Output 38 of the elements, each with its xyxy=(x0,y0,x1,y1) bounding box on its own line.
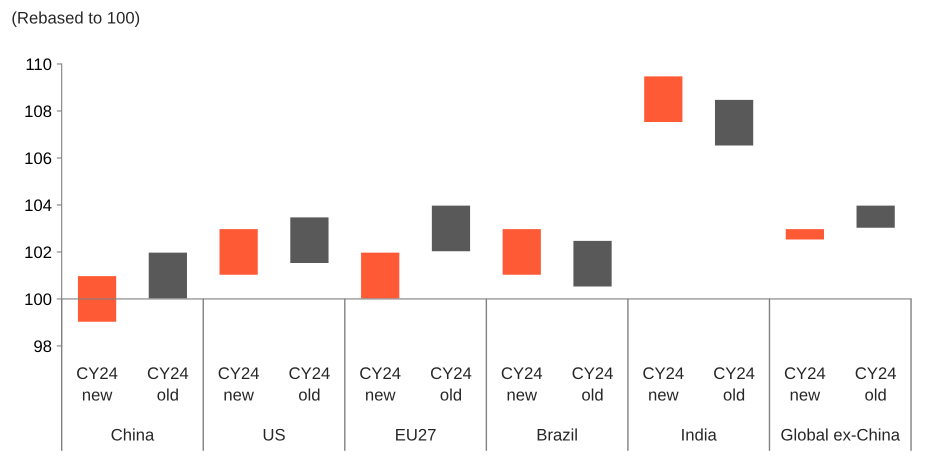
x-tick-label: CY24 new xyxy=(643,367,684,401)
x-tick-label: CY24 new xyxy=(77,367,118,401)
x-tick-label: CY24 new xyxy=(360,367,401,401)
bar xyxy=(430,204,472,253)
y-tick-label: 108 xyxy=(25,105,52,118)
x-tick-label: CY24 old xyxy=(289,367,330,401)
bar xyxy=(501,228,542,276)
bar xyxy=(76,274,118,324)
text: India xyxy=(682,428,717,441)
y-tick-label: 110 xyxy=(26,58,52,70)
y-tick-label: 102 xyxy=(25,246,52,258)
bar xyxy=(288,216,330,264)
x-tick-label: CY24 old xyxy=(714,367,754,401)
text: US xyxy=(264,428,285,441)
bar xyxy=(855,204,896,230)
y-tick-label: 98 xyxy=(34,340,52,352)
y-tick-label: 106 xyxy=(25,152,52,164)
bar xyxy=(784,228,826,241)
bar xyxy=(218,228,260,276)
x-tick-label: CY24 new xyxy=(218,367,259,401)
x-tick-label: CY24 new xyxy=(502,367,542,401)
y-tick-label: 100 xyxy=(25,293,52,306)
x-tick-label: CY24 old xyxy=(148,367,188,401)
bar xyxy=(572,240,614,288)
y-axis-title: (Rebased to 100) xyxy=(12,11,140,27)
x-tick-label: CY24 old xyxy=(856,367,896,401)
x-tick-label: CY24 old xyxy=(572,367,613,401)
bar xyxy=(147,251,188,300)
bar xyxy=(642,75,684,124)
text: China xyxy=(112,428,154,441)
x-tick-label: CY24 new xyxy=(784,367,826,401)
x-tick-label: CY24 old xyxy=(430,367,472,401)
text: Brazil xyxy=(538,428,577,441)
bar xyxy=(360,251,401,300)
text: Global ex-China xyxy=(781,428,900,441)
bar xyxy=(714,98,755,147)
y-tick-label: 104 xyxy=(25,199,52,212)
text: EU27 xyxy=(396,428,436,441)
